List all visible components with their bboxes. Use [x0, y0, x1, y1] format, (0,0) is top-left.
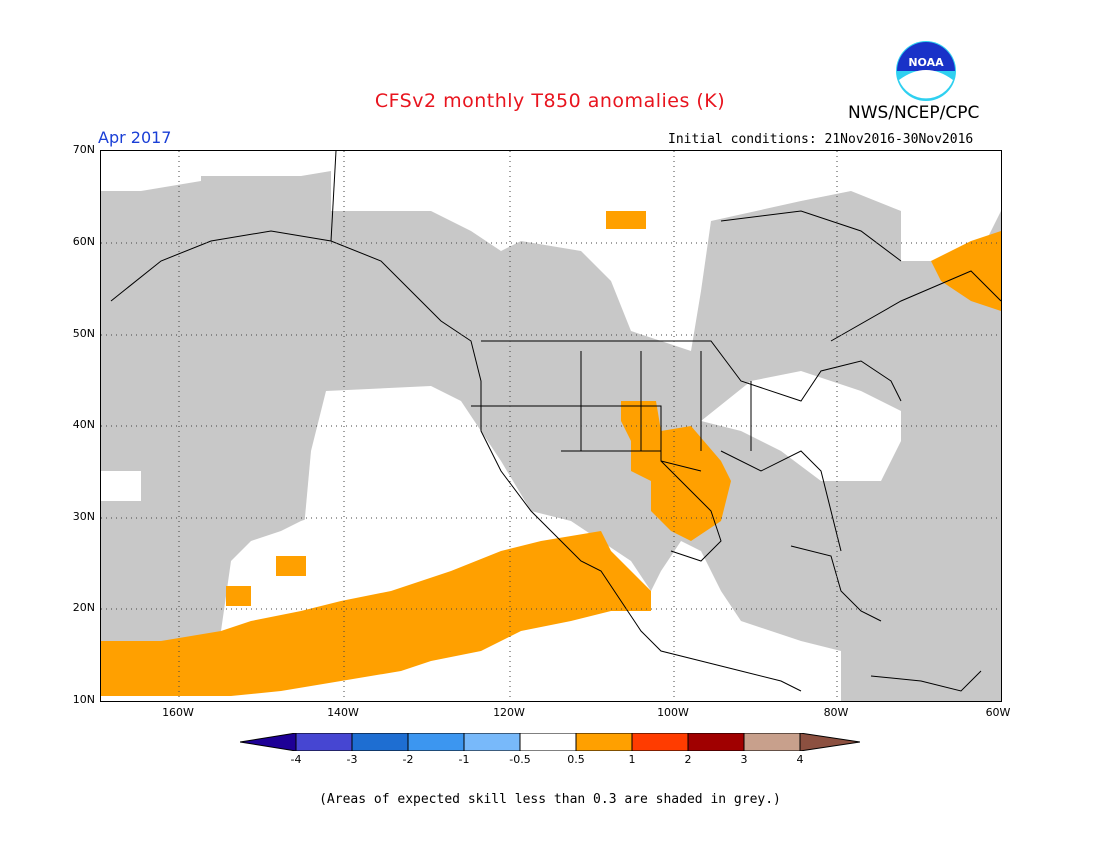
lon-label-160w: 160W [162, 706, 194, 719]
colorbar-label: -0.5 [509, 753, 531, 766]
colorbar-bin [351, 732, 409, 752]
coastlines [110, 150, 1002, 692]
lat-label-70n: 70N [72, 143, 95, 156]
low-skill-shading [101, 171, 1001, 701]
positive-anomaly-shading [101, 211, 1001, 696]
anomaly-map [100, 150, 1002, 702]
colorbar-bin [575, 732, 633, 752]
lat-label-10n: 10N [72, 693, 95, 706]
organization-label: NWS/NCEP/CPC [848, 103, 980, 123]
lon-label-60w: 60W [985, 706, 1011, 719]
forecast-month: Apr 2017 [98, 128, 172, 147]
colorbar-label: -3 [346, 753, 358, 766]
lat-label-50n: 50N [72, 327, 95, 340]
colorbar-bin [519, 732, 577, 752]
skill-footnote: (Areas of expected skill less than 0.3 a… [319, 792, 781, 807]
lon-label-100w: 100W [657, 706, 689, 719]
colorbar-bin [463, 732, 521, 752]
colorbar-label: 2 [684, 753, 692, 766]
colorbar-bin [687, 732, 745, 752]
noaa-logo: NOAA [895, 40, 957, 102]
lon-label-140w: 140W [327, 706, 359, 719]
colorbar-label: 4 [796, 753, 804, 766]
colorbar-bin [631, 732, 689, 752]
colorbar-arrow-low [239, 732, 297, 752]
colorbar-arrow-high [799, 732, 861, 752]
lat-label-60n: 60N [72, 235, 95, 248]
colorbar-label: 1 [628, 753, 636, 766]
chart-title: CFSv2 monthly T850 anomalies (K) [374, 90, 726, 112]
lon-label-80w: 80W [823, 706, 849, 719]
initial-conditions: Initial conditions: 21Nov2016-30Nov2016 [668, 132, 974, 147]
lat-label-20n: 20N [72, 601, 95, 614]
colorbar-label: 3 [740, 753, 748, 766]
colorbar-bin [295, 732, 353, 752]
colorbar [239, 732, 861, 752]
lat-label-40n: 40N [72, 418, 95, 431]
colorbar-label: -1 [458, 753, 470, 766]
grid-lines [101, 151, 1001, 701]
lon-label-120w: 120W [493, 706, 525, 719]
colorbar-label: -2 [402, 753, 414, 766]
colorbar-bin [407, 732, 465, 752]
colorbar-bin [743, 732, 801, 752]
logo-text: NOAA [908, 56, 944, 69]
lat-label-30n: 30N [72, 510, 95, 523]
colorbar-label: -4 [290, 753, 302, 766]
colorbar-label: 0.5 [567, 753, 585, 766]
